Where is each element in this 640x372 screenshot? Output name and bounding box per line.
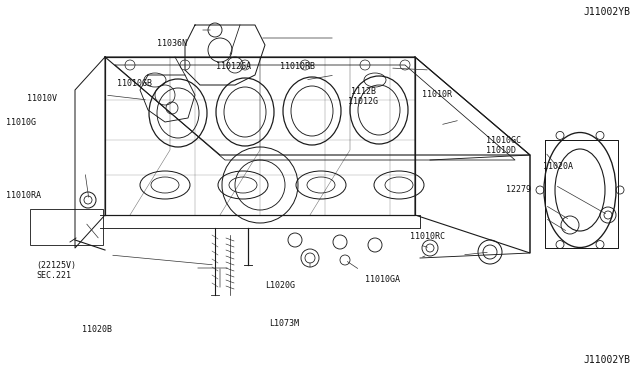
Text: 11010GA: 11010GA [365, 275, 400, 283]
Text: 11010RC: 11010RC [410, 232, 445, 241]
Text: J11002YB: J11002YB [583, 355, 630, 365]
Text: 11010RB: 11010RB [280, 62, 316, 71]
Text: J11002YB: J11002YB [584, 7, 630, 17]
Text: 11036N: 11036N [157, 39, 186, 48]
Text: 11012GA: 11012GA [216, 62, 251, 71]
Bar [30, 209, 103, 245]
Text: L1020G: L1020G [266, 281, 296, 290]
Text: 1112B: 1112B [351, 87, 376, 96]
Text: SEC.221: SEC.221 [36, 271, 72, 280]
Text: 11020A: 11020A [543, 162, 573, 171]
Text: 11010R: 11010R [422, 90, 452, 99]
Text: (22125V): (22125V) [36, 262, 77, 270]
Text: 11020B: 11020B [82, 325, 112, 334]
Text: 12279: 12279 [506, 185, 531, 194]
Text: 11010RA: 11010RA [6, 191, 42, 200]
Text: 11010GB: 11010GB [117, 79, 152, 88]
Text: 11010G: 11010G [6, 118, 36, 127]
Text: 11010GC: 11010GC [486, 136, 522, 145]
Text: L1073M: L1073M [269, 319, 299, 328]
Text: 11010D: 11010D [486, 146, 516, 155]
Text: 11012G: 11012G [348, 97, 378, 106]
Text: 11010V: 11010V [27, 94, 57, 103]
